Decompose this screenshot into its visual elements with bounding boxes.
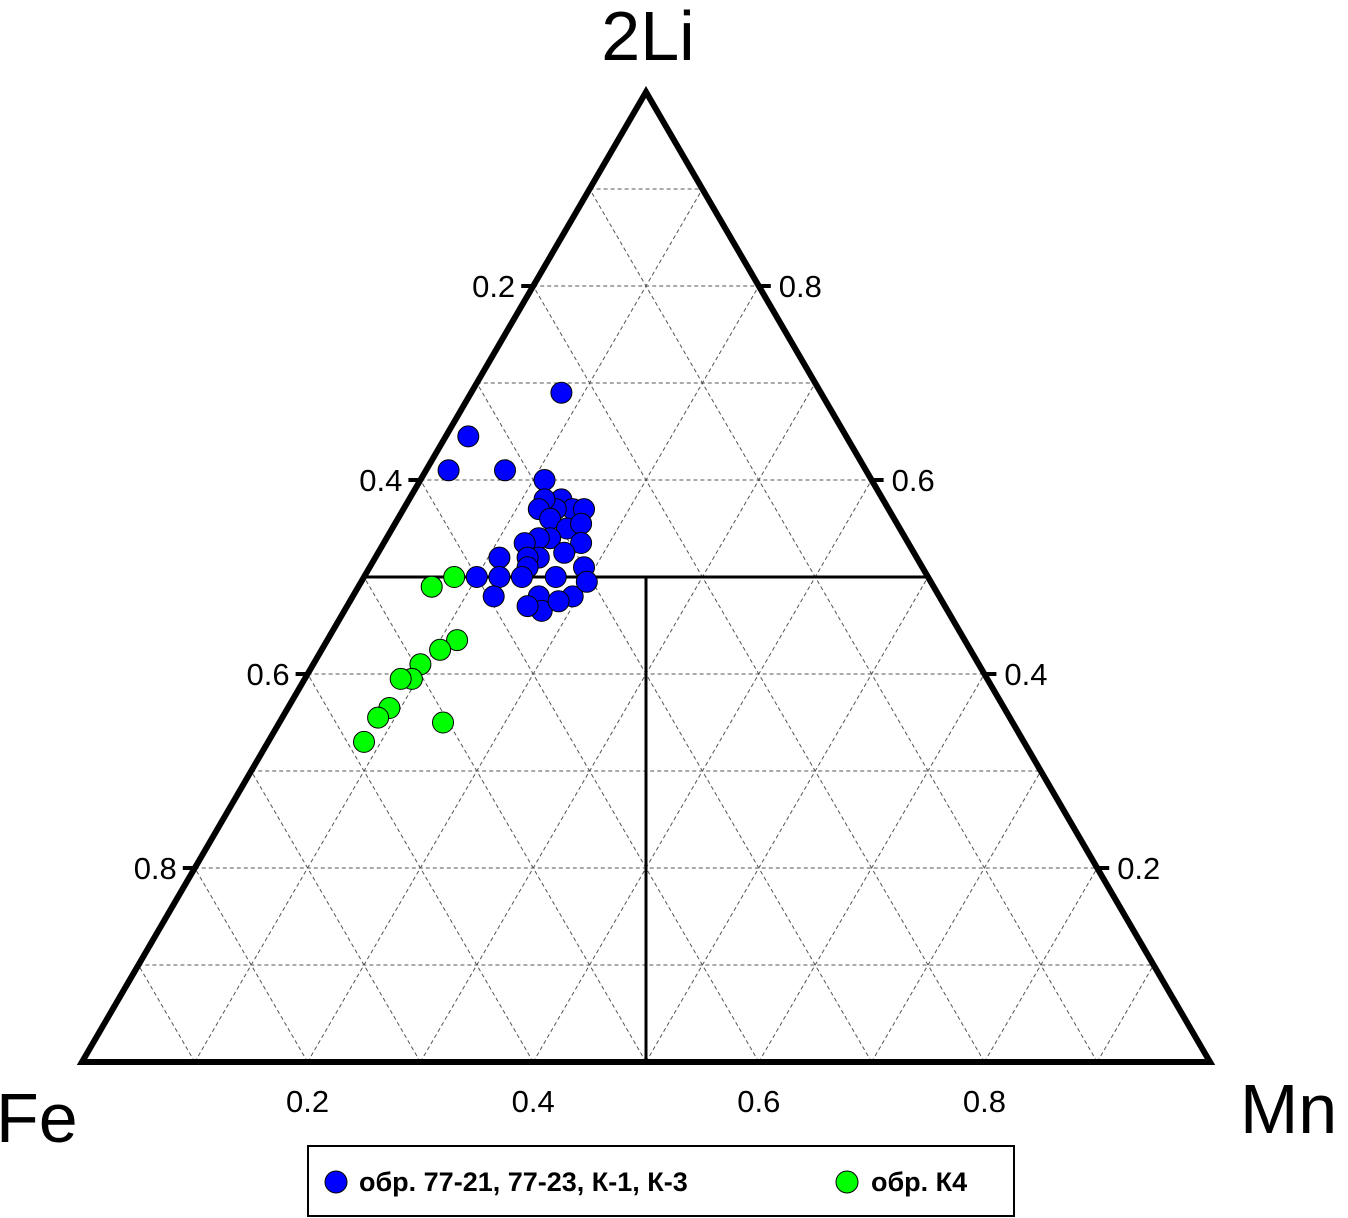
data-point-series-1 — [544, 566, 567, 588]
data-point-series-1 — [510, 566, 533, 588]
data-point-series-1 — [570, 512, 593, 535]
grid-line-mn — [194, 188, 703, 1063]
vertex-label-right: Mn — [1240, 1070, 1337, 1148]
data-point-series-1 — [547, 590, 570, 613]
data-point-series-1 — [465, 566, 488, 588]
legend-label-series-2: обр. К4 — [871, 1167, 967, 1197]
axis-ticks: 0.2 0.2 0.2 0.4 0.4 0.4 0.6 0.6 0.6 0.8 0.8 0.8 — [134, 269, 1161, 1119]
grid-line-fe — [363, 576, 647, 1063]
data-point-series-1 — [494, 459, 516, 482]
grid-line-fe — [589, 188, 1098, 1063]
tick-label-bottom: 0.6 — [737, 1084, 780, 1119]
tick-label-right: 0.4 — [1004, 657, 1047, 692]
data-points — [353, 381, 598, 753]
legend: обр. 77-21, 77-23, К-1, К-3 обр. К4 — [307, 1145, 1015, 1217]
grid-line-fe — [307, 673, 534, 1063]
data-point-series-2 — [367, 706, 390, 729]
tick-label-left: 0.2 — [472, 269, 515, 304]
triangle-frame — [76, 86, 1216, 1065]
tick-label-right: 0.6 — [892, 463, 935, 498]
grid-line-mn — [1096, 964, 1155, 1063]
grid-line-mn — [645, 576, 929, 1063]
legend-box — [307, 1145, 1015, 1217]
data-point-series-2 — [446, 629, 469, 652]
data-point-series-1 — [488, 546, 511, 569]
grid-line-mn — [871, 770, 1042, 1063]
vertex-label-top: 2Li — [601, 0, 694, 75]
tick-label-right: 0.2 — [1117, 851, 1160, 886]
grid-line-fe — [250, 770, 421, 1063]
data-point-series-2 — [443, 566, 466, 588]
legend-label-series-1: обр. 77-21, 77-23, К-1, К-3 — [359, 1167, 688, 1197]
data-point-series-1 — [533, 469, 556, 491]
data-point-series-1 — [516, 595, 539, 618]
legend-marker-series-2 — [835, 1170, 859, 1194]
data-point-series-1 — [488, 566, 511, 588]
data-point-series-1 — [437, 459, 460, 482]
data-point-series-2 — [429, 638, 452, 661]
data-point-series-1 — [553, 541, 576, 564]
tick-label-bottom: 0.8 — [963, 1084, 1006, 1119]
legend-marker-series-1 — [324, 1170, 348, 1194]
data-point-series-1 — [570, 532, 593, 554]
tick-label-left: 0.8 — [134, 851, 177, 886]
tick-label-bottom: 0.2 — [286, 1084, 329, 1119]
grid-line-mn — [983, 867, 1098, 1063]
data-point-series-1 — [575, 570, 598, 593]
data-point-series-1 — [482, 585, 505, 608]
data-point-series-1 — [457, 425, 480, 448]
data-point-series-2 — [389, 667, 412, 690]
grid-line-fe — [194, 867, 309, 1063]
data-point-series-2 — [420, 575, 443, 598]
grid-line-mn — [758, 673, 985, 1063]
tick-label-left: 0.6 — [246, 657, 289, 692]
data-point-series-2 — [353, 730, 375, 753]
tick-label-left: 0.4 — [359, 463, 402, 498]
vertex-label-left: Fe — [0, 1079, 78, 1157]
data-point-series-2 — [432, 711, 454, 734]
grid-line-mn — [419, 382, 816, 1063]
grid-line-fe — [137, 964, 196, 1063]
tick-label-right: 0.8 — [779, 269, 822, 304]
tick-label-bottom: 0.4 — [512, 1084, 555, 1119]
data-point-series-1 — [550, 381, 573, 404]
